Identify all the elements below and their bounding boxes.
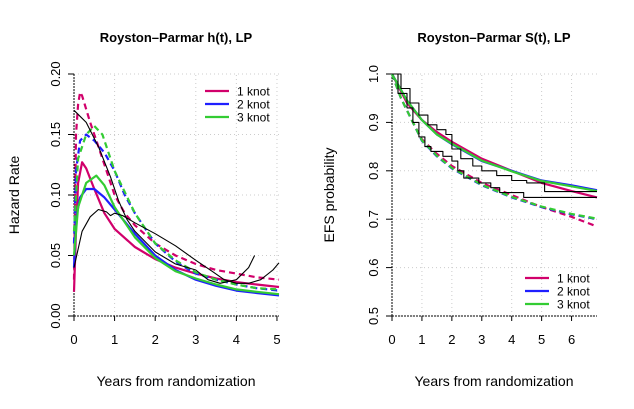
- hazard-x-tick-label: 2: [152, 332, 159, 347]
- survival-legend-label: 2 knot: [557, 285, 590, 299]
- survival-series-3-knot-dashed-: [390, 73, 598, 220]
- hazard-x-tick-label: 3: [192, 332, 199, 347]
- survival-y-tick-label: 0.7: [366, 210, 381, 228]
- hazard-y-tick-label: 0.10: [48, 182, 63, 207]
- survival-series-1-knot: [391, 73, 598, 199]
- survival-x-label: Years from randomization: [414, 373, 573, 389]
- hazard-series-2-knot: [72, 187, 280, 297]
- survival-x-tick-label: 2: [448, 332, 455, 347]
- hazard-series-1-knot-dashed-: [72, 91, 280, 281]
- survival-legend-label: 1 knot: [557, 272, 590, 286]
- survival-x-tick-label: 6: [568, 332, 575, 347]
- hazard-series-observed-a: [73, 109, 256, 284]
- hazard-legend-label: 3 knot: [237, 111, 270, 125]
- hazard-y-tick-label: 0.15: [48, 122, 63, 147]
- hazard-y-tick-label: 0.05: [48, 243, 63, 268]
- survival-x-tick-label: 4: [508, 332, 515, 347]
- survival-y-tick-label: 0.9: [366, 113, 381, 131]
- hazard-x-tick-label: 0: [70, 332, 77, 347]
- survival-y-tick-label: 0.8: [366, 162, 381, 180]
- hazard-x-tick-label: 5: [273, 332, 280, 347]
- survival-y-tick-label: 0.6: [366, 259, 381, 277]
- hazard-y-tick-label: 0.20: [48, 61, 63, 86]
- survival-y-tick-label: 1.0: [366, 65, 381, 83]
- hazard-y-label: Hazard Rate: [6, 155, 22, 234]
- survival-x-tick-label: 5: [538, 332, 545, 347]
- hazard-legend-label: 2 knot: [237, 98, 270, 112]
- hazard-series-3-knot: [72, 174, 280, 296]
- hazard-x-label: Years from randomization: [96, 373, 255, 389]
- hazard-series-3-knot-dashed-: [72, 124, 280, 291]
- survival-x-tick-label: 1: [418, 332, 425, 347]
- survival-x-tick-label: 3: [478, 332, 485, 347]
- survival-series-observed-a: [392, 73, 597, 193]
- hazard-legend-label: 1 knot: [237, 85, 270, 99]
- survival-series-3-knot: [391, 73, 598, 193]
- survival-chart-title: Royston–Parmar S(t), LP: [417, 30, 570, 45]
- hazard-x-tick-label: 4: [233, 332, 240, 347]
- survival-legend-label: 3 knot: [557, 298, 590, 312]
- survival-series-2-knot: [391, 73, 598, 192]
- survival-x-tick-label: 0: [388, 332, 395, 347]
- survival-y-tick-label: 0.5: [366, 307, 381, 325]
- hazard-y-tick-label: 0.00: [48, 303, 63, 328]
- survival-series-1-knot-dashed-: [390, 73, 598, 228]
- hazard-x-tick-label: 1: [111, 332, 118, 347]
- hazard-chart-title: Royston–Parmar h(t), LP: [100, 30, 253, 45]
- survival-y-label: EFS probability: [321, 148, 337, 243]
- hazard-series-observed-b: [73, 208, 280, 284]
- survival-series-observed-b: [392, 73, 597, 198]
